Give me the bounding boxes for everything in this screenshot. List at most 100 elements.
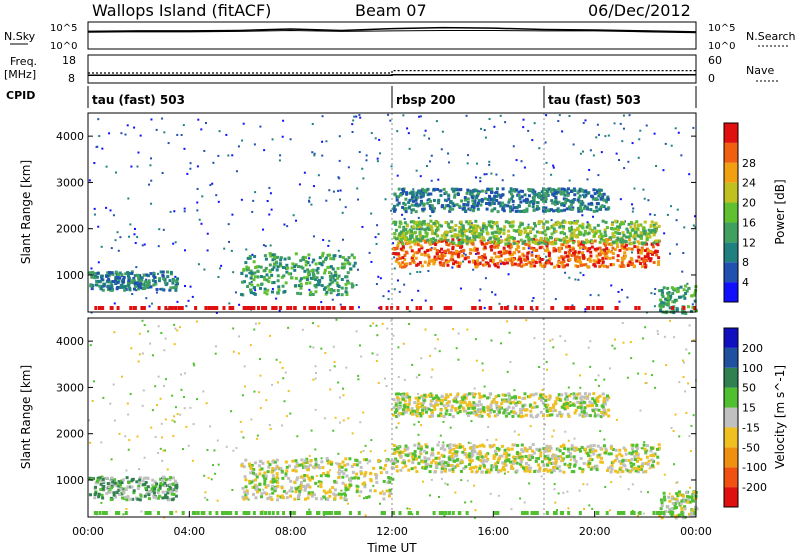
echo-cell <box>512 236 516 240</box>
echo-cell <box>337 285 341 289</box>
echo-speck <box>166 308 169 311</box>
echo-cell <box>619 461 623 465</box>
echo-cell <box>599 188 603 192</box>
echo-speck <box>470 500 473 503</box>
echo-speck <box>558 114 561 117</box>
echo-speck <box>589 365 592 368</box>
echo-cell <box>344 290 348 294</box>
echo-cell <box>405 230 409 234</box>
ground-scatter <box>503 306 507 310</box>
echo-cell <box>547 258 551 262</box>
echo-cell <box>333 497 337 501</box>
ground-scatter <box>257 306 261 310</box>
echo-cell <box>637 251 641 255</box>
echo-cell <box>664 297 668 301</box>
echo-cell <box>506 459 510 463</box>
echo-speck <box>368 251 371 254</box>
echo-cell <box>523 239 527 243</box>
echo-cell <box>175 481 179 485</box>
echo-cell <box>459 220 463 224</box>
echo-cell <box>369 471 373 475</box>
echo-cell <box>568 237 572 241</box>
echo-cell <box>437 456 441 460</box>
echo-speck <box>266 199 269 202</box>
echo-cell <box>647 249 651 253</box>
echo-speck <box>154 436 157 439</box>
echo-cell <box>415 237 419 241</box>
echo-cell <box>489 236 493 240</box>
echo-cell <box>434 402 438 406</box>
echo-speck <box>245 248 248 251</box>
echo-speck <box>592 215 595 218</box>
echo-cell <box>248 282 252 286</box>
echo-cell <box>145 283 149 287</box>
echo-cell <box>325 457 329 461</box>
ground-scatter <box>252 306 256 310</box>
echo-cell <box>606 249 610 253</box>
echo-speck <box>474 338 477 341</box>
echo-cell <box>602 198 606 202</box>
echo-cell <box>520 264 524 268</box>
echo-cell <box>523 227 527 231</box>
echo-cell <box>153 275 157 279</box>
echo-cell <box>282 489 286 493</box>
echo-cell <box>527 194 531 198</box>
echo-cell <box>100 475 104 479</box>
echo-cell <box>445 402 449 406</box>
echo-cell <box>334 493 338 497</box>
echo-cell <box>431 206 435 210</box>
echo-cell <box>304 256 308 260</box>
echo-cell <box>604 243 608 247</box>
echo-cell <box>419 244 423 248</box>
echo-cell <box>118 271 122 275</box>
echo-cell <box>284 460 288 464</box>
echo-cell <box>435 394 439 398</box>
echo-cell <box>665 302 669 306</box>
echo-cell <box>598 240 602 244</box>
echo-cell <box>95 283 99 287</box>
echo-cell <box>616 225 620 229</box>
echo-cell <box>609 452 613 456</box>
echo-speck <box>451 266 454 269</box>
echo-cell <box>543 249 547 253</box>
echo-cell <box>319 262 323 266</box>
echo-cell <box>586 462 590 466</box>
echo-cell <box>120 284 124 288</box>
echo-speck <box>95 146 98 149</box>
echo-speck <box>485 192 488 195</box>
echo-cell <box>446 248 450 252</box>
echo-cell <box>164 493 168 497</box>
echo-cell <box>521 189 525 193</box>
ground-scatter <box>279 306 283 310</box>
echo-cell <box>497 447 501 451</box>
echo-cell <box>578 189 582 193</box>
echo-cell <box>285 491 289 495</box>
echo-cell <box>396 244 400 248</box>
echo-cell <box>539 238 543 242</box>
echo-speck <box>157 325 160 328</box>
echo-cell <box>314 457 318 461</box>
echo-cell <box>452 262 456 266</box>
echo-speck <box>159 447 162 450</box>
echo-cell <box>467 406 471 410</box>
echo-cell <box>486 452 490 456</box>
echo-speck <box>248 272 251 275</box>
echo-cell <box>427 457 431 461</box>
echo-cell <box>409 245 413 249</box>
echo-cell <box>395 246 399 250</box>
echo-cell <box>258 468 262 472</box>
echo-cell <box>509 209 513 213</box>
echo-cell <box>435 403 439 407</box>
echo-cell <box>411 461 415 465</box>
echo-speck <box>157 375 160 378</box>
echo-cell <box>350 476 354 480</box>
echo-cell <box>341 475 345 479</box>
echo-cell <box>554 237 558 241</box>
echo-cell <box>474 228 478 232</box>
echo-cell <box>657 256 661 260</box>
echo-cell <box>627 222 631 226</box>
echo-speck <box>205 402 208 405</box>
echo-cell <box>386 458 390 462</box>
echo-cell <box>131 497 135 501</box>
